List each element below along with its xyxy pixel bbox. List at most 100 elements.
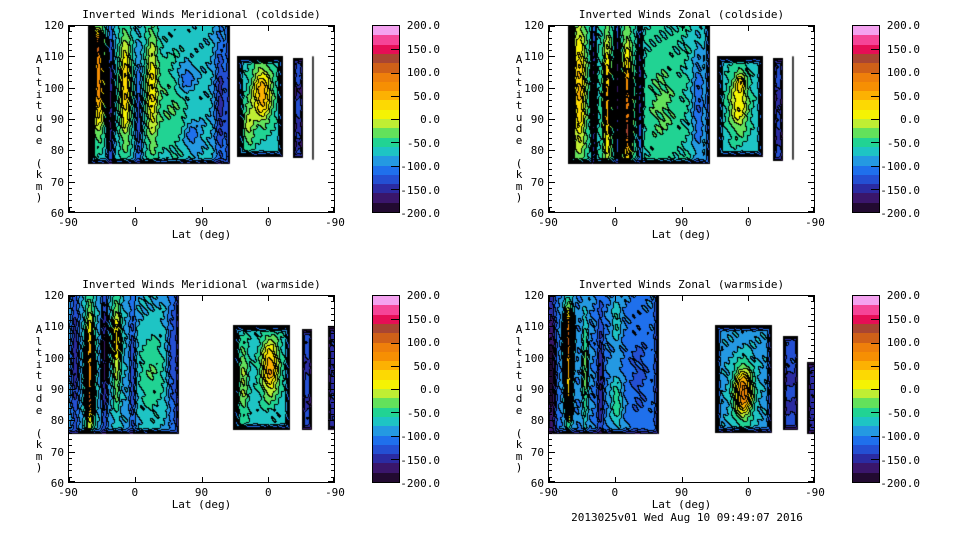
colorbar-segment bbox=[853, 370, 879, 380]
colorbar-segment bbox=[373, 305, 399, 315]
y-axis-tick bbox=[549, 427, 552, 428]
y-axis-tick bbox=[549, 358, 555, 359]
y-axis-tick bbox=[549, 81, 552, 82]
y-axis-tick bbox=[331, 63, 334, 64]
x-tick-label: 0 bbox=[611, 486, 619, 499]
plot-frame bbox=[68, 295, 335, 483]
y-axis-tick bbox=[549, 138, 552, 139]
y-tick-label: 60 bbox=[50, 207, 64, 220]
y-tick-label: 70 bbox=[530, 175, 544, 189]
y-axis-tick bbox=[549, 364, 552, 365]
x-axis-tick bbox=[202, 296, 203, 301]
panel-zonal-coldside: Inverted Winds Zonal (coldside) A l t i … bbox=[480, 0, 960, 270]
x-axis-tick bbox=[682, 477, 683, 482]
colorbar-segment bbox=[853, 426, 879, 436]
y-axis-tick bbox=[811, 308, 814, 309]
plot-frame bbox=[548, 295, 815, 483]
y-axis-tick bbox=[69, 314, 72, 315]
y-axis-tick bbox=[811, 458, 814, 459]
colorbar-segment bbox=[373, 380, 399, 389]
y-axis-tick bbox=[69, 364, 72, 365]
colorbar-tick bbox=[391, 189, 399, 190]
colorbar-segment bbox=[373, 91, 399, 100]
colorbar-tick-label: 100.0 bbox=[886, 336, 920, 349]
y-axis-tick bbox=[811, 81, 814, 82]
y-axis-tick bbox=[69, 144, 72, 145]
y-axis-tick bbox=[331, 106, 334, 107]
colorbar-tick bbox=[391, 142, 399, 143]
colorbar-segment bbox=[853, 352, 879, 361]
y-axis-tick bbox=[69, 308, 72, 309]
y-tick-label: 110 bbox=[524, 320, 544, 334]
colorbar-tick-label: 200.0 bbox=[886, 289, 920, 302]
y-axis-tick bbox=[549, 370, 552, 371]
x-axis-label: Lat (deg) bbox=[651, 498, 712, 511]
x-axis-tick bbox=[748, 26, 749, 31]
y-tick-label: 100 bbox=[44, 351, 64, 365]
y-axis-tick bbox=[549, 150, 555, 151]
panel-meridional-warmside: Inverted Winds Meridional (warmside) A l… bbox=[0, 270, 480, 540]
y-axis-tick bbox=[549, 125, 552, 126]
y-axis-tick bbox=[69, 452, 75, 453]
y-axis-tick bbox=[811, 157, 814, 158]
y-axis-tick bbox=[549, 182, 555, 183]
y-tick-label: 110 bbox=[524, 50, 544, 64]
y-tick-label: 100 bbox=[524, 81, 544, 95]
y-axis-tick bbox=[69, 69, 72, 70]
y-axis-tick bbox=[811, 333, 814, 334]
colorbar-segment bbox=[373, 128, 399, 138]
colorbar-segment bbox=[373, 45, 399, 54]
y-tick-label: 120 bbox=[524, 19, 544, 32]
colorbar-tick bbox=[871, 319, 879, 320]
colorbar-segment bbox=[853, 296, 879, 305]
y-axis-tick bbox=[549, 38, 552, 39]
y-axis-tick bbox=[549, 296, 555, 297]
y-axis-tick bbox=[331, 477, 334, 478]
y-axis-tick bbox=[328, 296, 334, 297]
y-tick-label: 80 bbox=[530, 414, 544, 428]
y-axis-tick bbox=[69, 402, 72, 403]
y-axis-tick bbox=[69, 175, 72, 176]
y-axis-tick bbox=[549, 408, 552, 409]
y-axis-tick bbox=[811, 69, 814, 70]
timestamp: 2013025v01 Wed Aug 10 09:49:07 2016 bbox=[571, 511, 803, 524]
y-axis-tick bbox=[811, 194, 814, 195]
x-tick-label: 90 bbox=[194, 216, 209, 229]
y-axis-tick bbox=[811, 314, 814, 315]
colorbar-tick-label: 50.0 bbox=[893, 89, 921, 103]
y-axis-tick bbox=[549, 207, 552, 208]
y-axis-tick bbox=[549, 326, 555, 327]
x-axis-tick bbox=[268, 296, 269, 301]
colorbar-segment bbox=[373, 63, 399, 73]
colorbar-segment bbox=[853, 463, 879, 473]
panel-title: Inverted Winds Zonal (coldside) bbox=[578, 8, 785, 21]
y-axis-tick bbox=[331, 402, 334, 403]
colorbar-tick-label: -100.0 bbox=[400, 430, 440, 443]
colorbar-segment bbox=[373, 82, 399, 91]
y-axis-tick bbox=[69, 194, 72, 195]
colorbar-segment bbox=[853, 333, 879, 343]
colorbar-tick-label: -100.0 bbox=[880, 160, 920, 173]
y-axis-tick bbox=[549, 163, 552, 164]
y-axis-tick bbox=[549, 477, 552, 478]
colorbar-tick-label: 150.0 bbox=[406, 42, 440, 56]
y-axis-tick bbox=[69, 464, 72, 465]
colorbar-tick bbox=[391, 49, 399, 50]
y-axis-tick bbox=[808, 150, 814, 151]
y-axis-tick bbox=[549, 414, 552, 415]
y-axis-tick bbox=[331, 333, 334, 334]
y-axis-tick bbox=[549, 470, 552, 471]
y-axis-tick bbox=[69, 150, 75, 151]
colorbar-segment bbox=[373, 333, 399, 343]
y-axis-tick bbox=[549, 439, 552, 440]
colorbar bbox=[372, 25, 400, 213]
x-axis-tick bbox=[69, 477, 70, 482]
x-tick-label: 90 bbox=[194, 486, 209, 499]
colorbar-tick bbox=[391, 73, 399, 74]
x-axis-tick bbox=[333, 26, 334, 31]
colorbar-tick-label: 100.0 bbox=[406, 336, 440, 349]
colorbar-tick bbox=[871, 459, 879, 460]
x-tick-label: 0 bbox=[744, 486, 752, 499]
y-tick-label: 100 bbox=[524, 351, 544, 365]
y-axis-tick bbox=[811, 464, 814, 465]
